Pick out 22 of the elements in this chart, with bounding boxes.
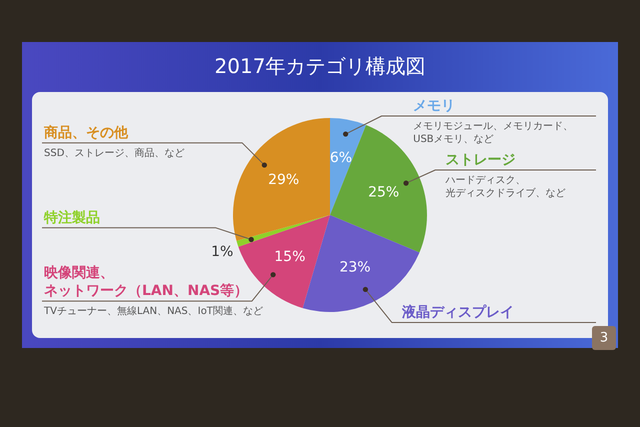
- data-label: 29%: [268, 172, 300, 188]
- text: ハードディスク、光ディスクドライブ、など: [445, 175, 566, 199]
- data-label: 23%: [339, 260, 371, 276]
- slice-label: ストレージ: [445, 152, 516, 168]
- text: 3: [600, 330, 608, 346]
- data-label: 25%: [368, 184, 400, 201]
- text: TVチューナー、無線LAN、NAS、IoT関連、など: [44, 306, 263, 318]
- data-label: 1%: [211, 244, 234, 260]
- text: SSD、ストレージ、商品、など: [44, 148, 184, 159]
- slice-label: 商品、その他: [43, 124, 129, 141]
- pie-slice: [238, 215, 330, 308]
- text: メモリモジュール、メモリカード、USBメモリ、など: [413, 121, 574, 145]
- chart-title: 2017年カテゴリ構成図: [214, 54, 426, 78]
- data-label: 6%: [330, 150, 352, 166]
- pie-slice: [233, 118, 330, 241]
- data-label: 15%: [274, 249, 306, 266]
- slice-label: メモリ: [413, 98, 456, 114]
- pie-slice: [330, 118, 366, 215]
- slice-label: 映像関連、ネットワーク（LAN、NAS等）: [44, 265, 248, 300]
- slice-label: 特注製品: [43, 208, 100, 226]
- pie-slice: [236, 215, 330, 247]
- slice-label: 液晶ディスプレイ: [400, 303, 514, 320]
